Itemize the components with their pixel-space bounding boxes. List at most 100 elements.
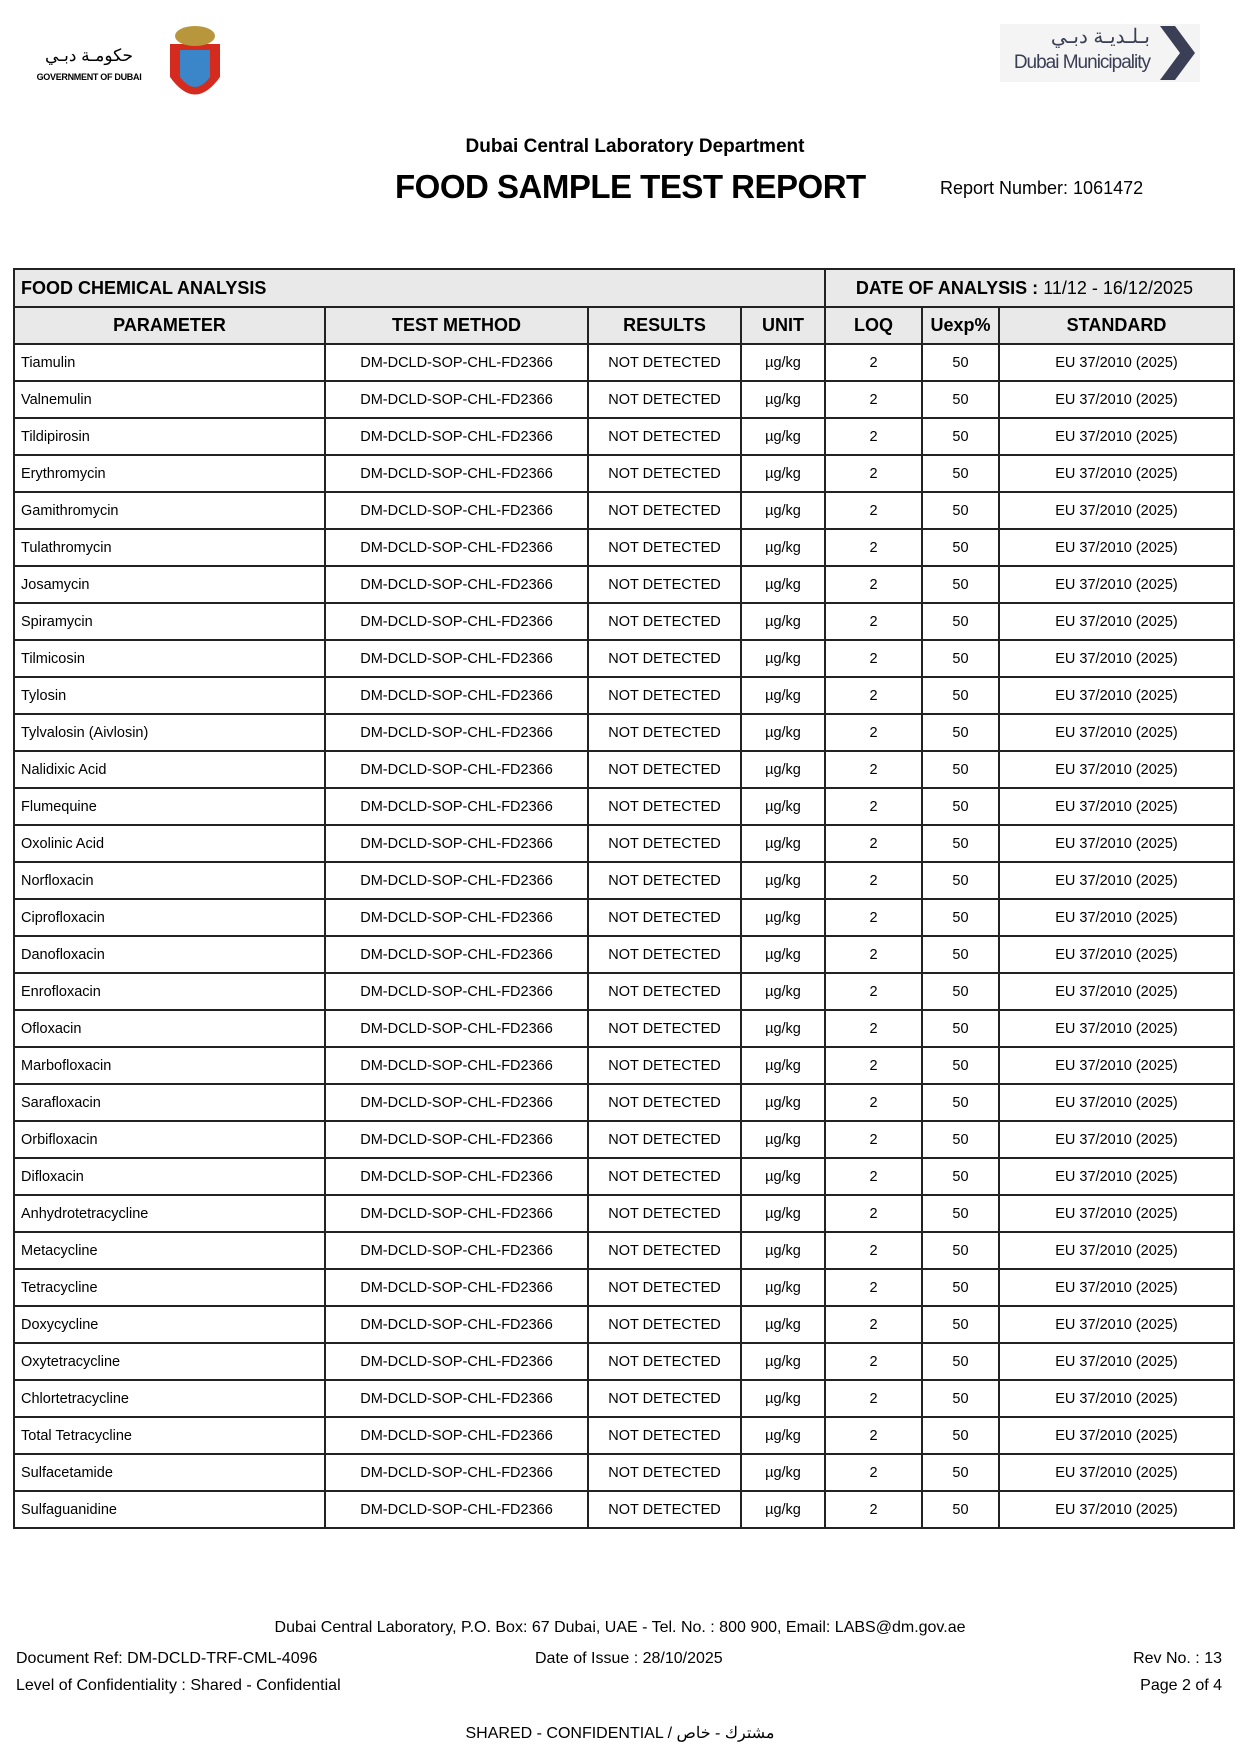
analysis-table: FOOD CHEMICAL ANALYSIS DATE OF ANALYSIS … xyxy=(13,268,1235,1529)
method-cell: DM-DCLD-SOP-CHL-FD2366 xyxy=(324,454,589,493)
unit-cell: µg/kg xyxy=(740,824,826,863)
method-cell: DM-DCLD-SOP-CHL-FD2366 xyxy=(324,1490,589,1529)
confidentiality-level: Level of Confidentiality : Shared - Conf… xyxy=(16,1677,341,1694)
table-row: Anhydrotetracycline DM-DCLD-SOP-CHL-FD236… xyxy=(13,1194,1235,1233)
standard-cell: EU 37/2010 (2025) xyxy=(998,491,1235,530)
standard-cell: EU 37/2010 (2025) xyxy=(998,861,1235,900)
parameter-cell: Erythromycin xyxy=(13,454,326,493)
result-cell: NOT DETECTED xyxy=(587,972,742,1011)
loq-cell: 2 xyxy=(824,528,923,567)
parameter-cell: Tildipirosin xyxy=(13,417,326,456)
standard-cell: EU 37/2010 (2025) xyxy=(998,1194,1235,1233)
loq-cell: 2 xyxy=(824,565,923,604)
unit-cell: µg/kg xyxy=(740,602,826,641)
table-row: Spiramycin DM-DCLD-SOP-CHL-FD2366 NOT DETE… xyxy=(13,602,1235,641)
loq-cell: 2 xyxy=(824,1120,923,1159)
uexp-cell: 50 xyxy=(921,1009,1000,1048)
loq-cell: 2 xyxy=(824,1490,923,1529)
government-of-dubai-logo: حكومـة دبـي GOVERNMENT OF DUBAI xyxy=(30,22,240,110)
uexp-cell: 50 xyxy=(921,454,1000,493)
uexp-cell: 50 xyxy=(921,898,1000,937)
method-cell: DM-DCLD-SOP-CHL-FD2366 xyxy=(324,491,589,530)
method-cell: DM-DCLD-SOP-CHL-FD2366 xyxy=(324,528,589,567)
dm-logo-english: Dubai Municipality xyxy=(1013,52,1151,73)
loq-cell: 2 xyxy=(824,380,923,419)
parameter-cell: Marbofloxacin xyxy=(13,1046,326,1085)
unit-cell: µg/kg xyxy=(740,750,826,789)
unit-cell: µg/kg xyxy=(740,528,826,567)
method-cell: DM-DCLD-SOP-CHL-FD2366 xyxy=(324,1379,589,1418)
unit-cell: µg/kg xyxy=(740,935,826,974)
table-row: Norfloxacin DM-DCLD-SOP-CHL-FD2366 NOT DET… xyxy=(13,861,1235,900)
unit-cell: µg/kg xyxy=(740,1268,826,1307)
unit-cell: µg/kg xyxy=(740,1157,826,1196)
result-cell: NOT DETECTED xyxy=(587,750,742,789)
uexp-cell: 50 xyxy=(921,1416,1000,1455)
method-cell: DM-DCLD-SOP-CHL-FD2366 xyxy=(324,565,589,604)
standard-cell: EU 37/2010 (2025) xyxy=(998,787,1235,826)
table-row: Erythromycin DM-DCLD-SOP-CHL-FD2366 NOT DE… xyxy=(13,454,1235,493)
standard-cell: EU 37/2010 (2025) xyxy=(998,528,1235,567)
table-row: Ofloxacin DM-DCLD-SOP-CHL-FD2366 NOT DETEC… xyxy=(13,1009,1235,1048)
chevron-logo-icon xyxy=(1160,26,1195,80)
method-cell: DM-DCLD-SOP-CHL-FD2366 xyxy=(324,639,589,678)
uexp-cell: 50 xyxy=(921,602,1000,641)
loq-cell: 2 xyxy=(824,1046,923,1085)
method-cell: DM-DCLD-SOP-CHL-FD2366 xyxy=(324,1305,589,1344)
uexp-cell: 50 xyxy=(921,380,1000,419)
revision-number: Rev No. : 13 xyxy=(1133,1650,1222,1667)
table-row: Josamycin DM-DCLD-SOP-CHL-FD2366 NOT DETEC… xyxy=(13,565,1235,604)
standard-cell: EU 37/2010 (2025) xyxy=(998,1416,1235,1455)
unit-cell: µg/kg xyxy=(740,1083,826,1122)
parameter-cell: Josamycin xyxy=(13,565,326,604)
standard-cell: EU 37/2010 (2025) xyxy=(998,343,1235,382)
unit-cell: µg/kg xyxy=(740,343,826,382)
column-header-row: PARAMETER TEST METHOD RESULTS UNIT LOQ Uexp% S… xyxy=(13,306,1235,345)
parameter-cell: Gamithromycin xyxy=(13,491,326,530)
standard-cell: EU 37/2010 (2025) xyxy=(998,1453,1235,1492)
uexp-cell: 50 xyxy=(921,1268,1000,1307)
parameter-cell: Tetracycline xyxy=(13,1268,326,1307)
parameter-cell: Metacycline xyxy=(13,1231,326,1270)
uexp-cell: 50 xyxy=(921,491,1000,530)
dubai-municipality-logo: بـلـديـة دبـي Dubai Municipality xyxy=(1000,24,1200,82)
standard-cell: EU 37/2010 (2025) xyxy=(998,824,1235,863)
result-cell: NOT DETECTED xyxy=(587,454,742,493)
table-row: Nalidixic Acid DM-DCLD-SOP-CHL-FD2366 NOT … xyxy=(13,750,1235,789)
parameter-cell: Norfloxacin xyxy=(13,861,326,900)
gov-logo-arabic: حكومـة دبـي xyxy=(44,46,134,65)
parameter-cell: Doxycycline xyxy=(13,1305,326,1344)
uexp-cell: 50 xyxy=(921,565,1000,604)
unit-cell: µg/kg xyxy=(740,1009,826,1048)
column-header: LOQ xyxy=(824,306,923,345)
table-row: Tulathromycin DM-DCLD-SOP-CHL-FD2366 NOT D… xyxy=(13,528,1235,567)
result-cell: NOT DETECTED xyxy=(587,1120,742,1159)
method-cell: DM-DCLD-SOP-CHL-FD2366 xyxy=(324,1268,589,1307)
uexp-cell: 50 xyxy=(921,750,1000,789)
method-cell: DM-DCLD-SOP-CHL-FD2366 xyxy=(324,1083,589,1122)
method-cell: DM-DCLD-SOP-CHL-FD2366 xyxy=(324,417,589,456)
result-cell: NOT DETECTED xyxy=(587,417,742,456)
uexp-cell: 50 xyxy=(921,713,1000,752)
uexp-cell: 50 xyxy=(921,935,1000,974)
result-cell: NOT DETECTED xyxy=(587,639,742,678)
loq-cell: 2 xyxy=(824,713,923,752)
date-label: DATE OF ANALYSIS : xyxy=(855,277,1039,298)
result-cell: NOT DETECTED xyxy=(587,1379,742,1418)
result-cell: NOT DETECTED xyxy=(587,1268,742,1307)
gov-logo-english: GOVERNMENT OF DUBAI xyxy=(36,72,142,82)
uexp-cell: 50 xyxy=(921,639,1000,678)
method-cell: DM-DCLD-SOP-CHL-FD2366 xyxy=(324,1342,589,1381)
dm-logo-arabic: بـلـديـة دبـي xyxy=(1050,26,1150,48)
result-cell: NOT DETECTED xyxy=(587,898,742,937)
loq-cell: 2 xyxy=(824,750,923,789)
report-number: Report Number: 1061472 xyxy=(940,178,1144,198)
page-title: FOOD SAMPLE TEST REPORT xyxy=(395,168,866,205)
parameter-cell: Ciprofloxacin xyxy=(13,898,326,937)
column-header: PARAMETER xyxy=(13,306,326,345)
table-row: Sarafloxacin DM-DCLD-SOP-CHL-FD2366 NOT DE… xyxy=(13,1083,1235,1122)
date-of-analysis: DATE OF ANALYSIS : 11/12 - 16/12/2025 xyxy=(824,268,1235,308)
unit-cell: µg/kg xyxy=(740,787,826,826)
column-header: TEST METHOD xyxy=(324,306,589,345)
loq-cell: 2 xyxy=(824,824,923,863)
